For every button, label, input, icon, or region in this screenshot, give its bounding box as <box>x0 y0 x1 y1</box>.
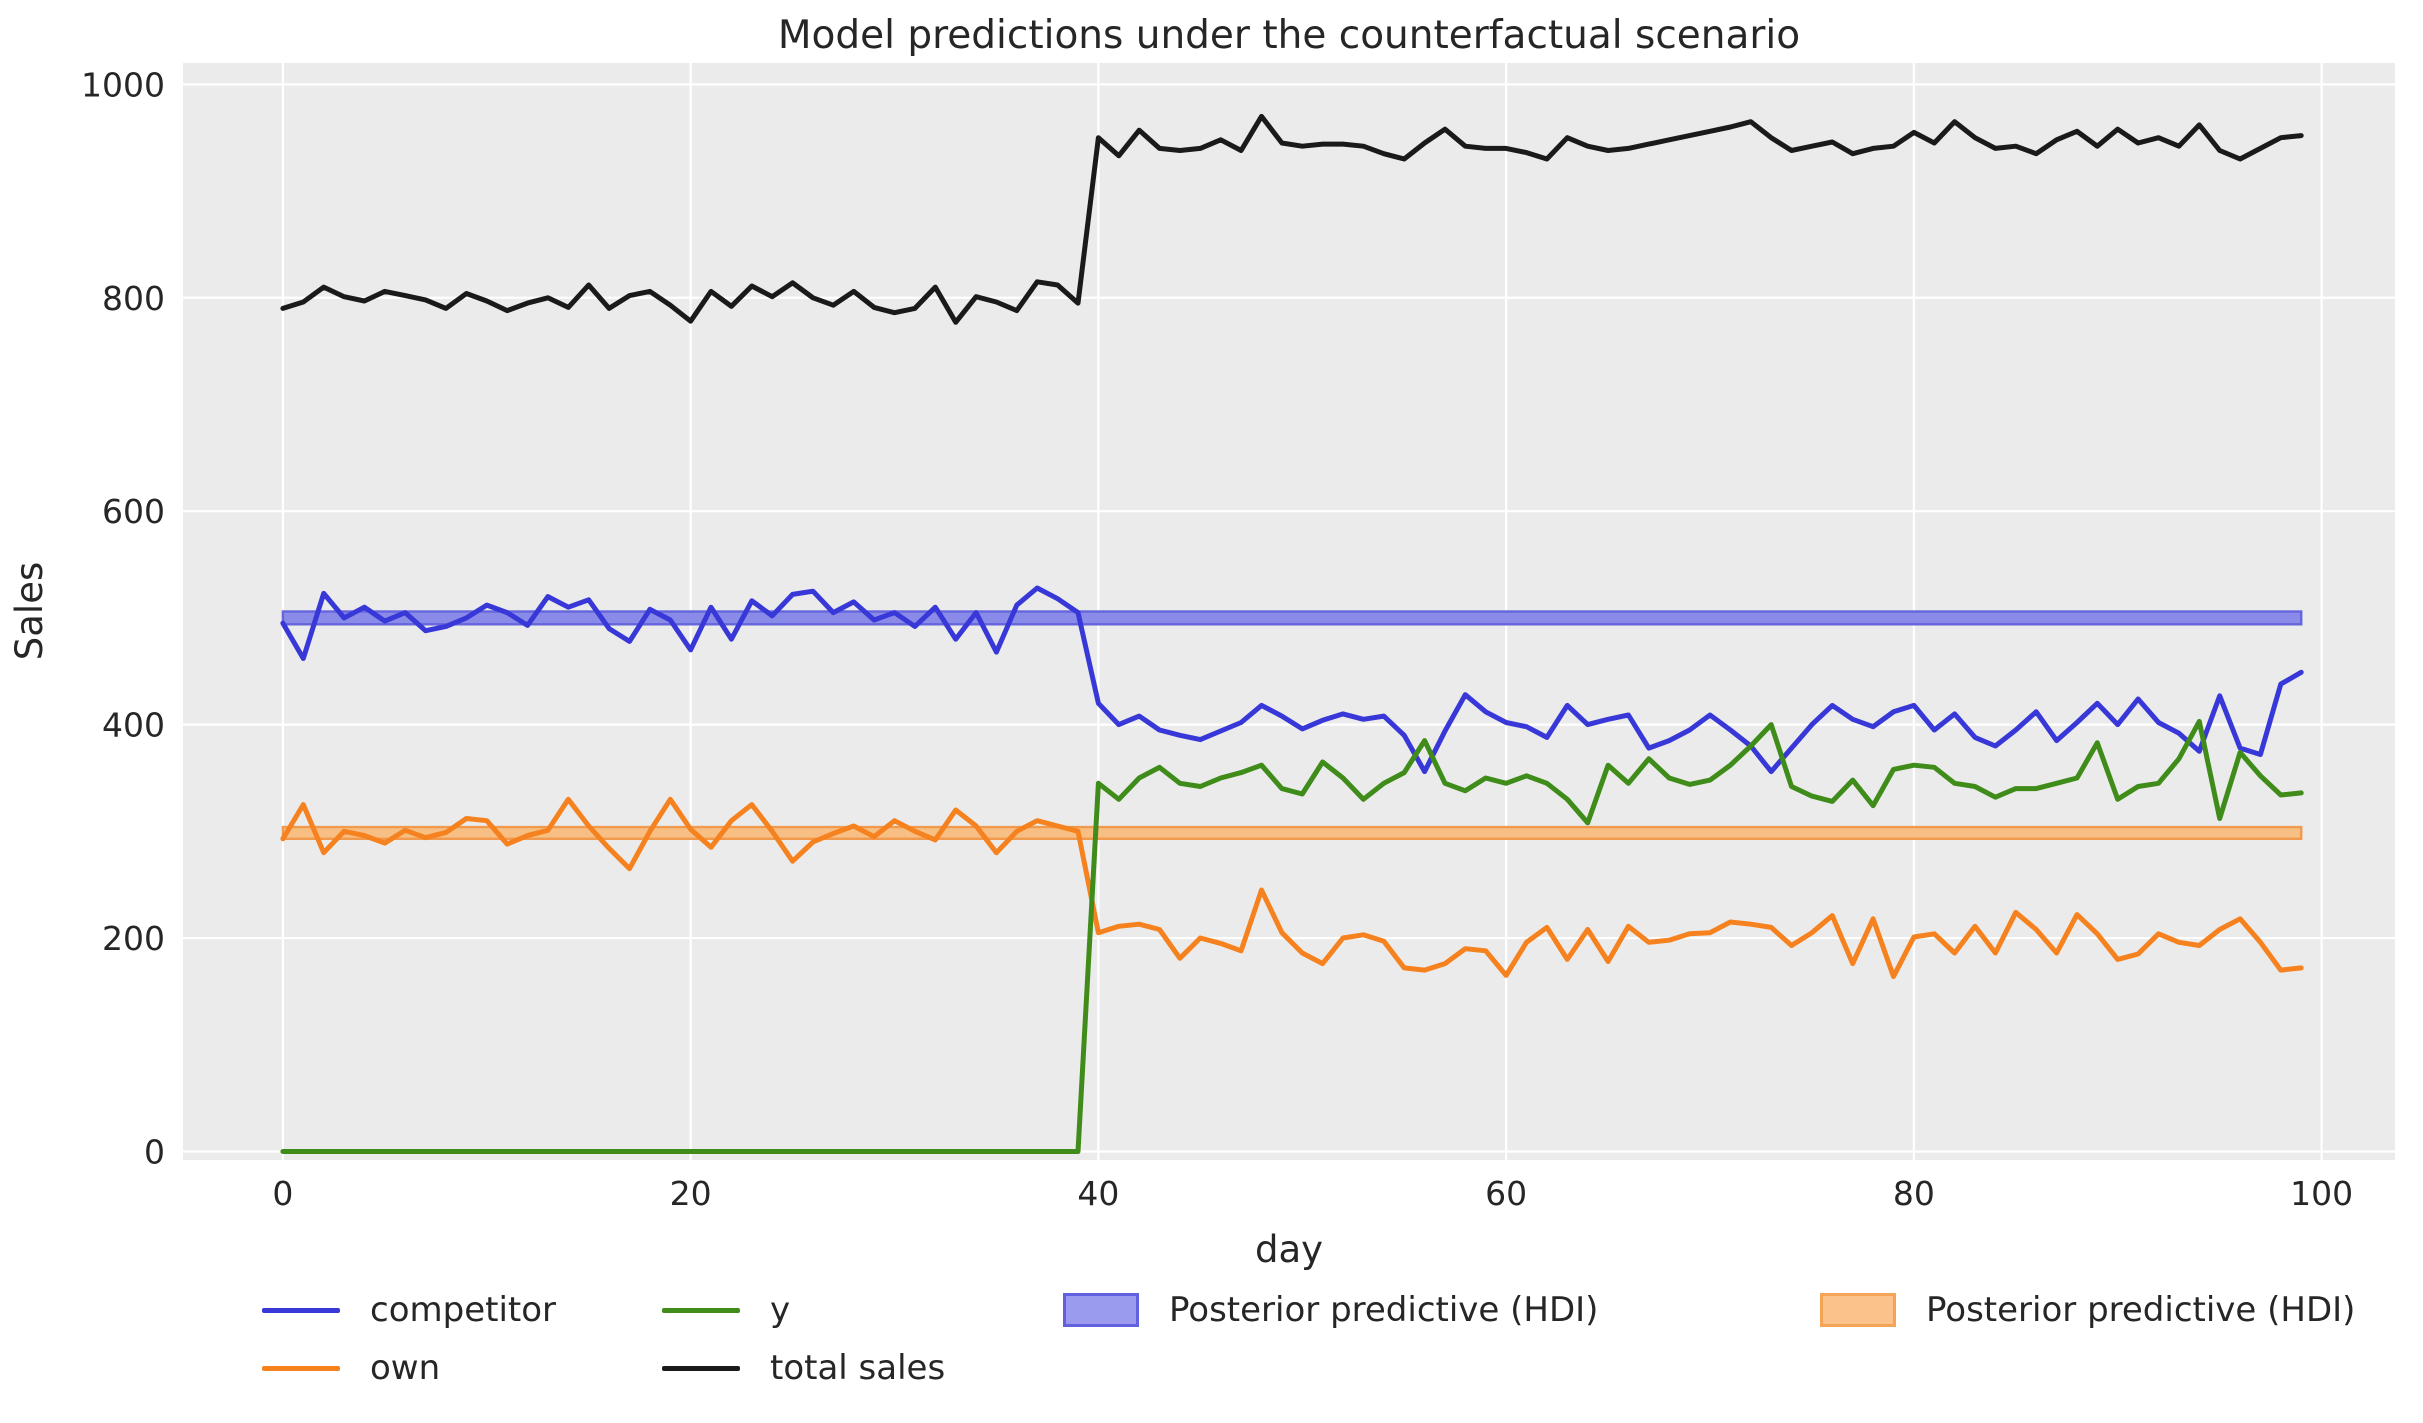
y-tick-label-800: 800 <box>102 279 165 318</box>
x-tick-label-100: 100 <box>2290 1174 2353 1213</box>
x-tick-label-60: 60 <box>1485 1174 1527 1213</box>
series-line-y <box>280 718 2304 1154</box>
y-tick-label-0: 0 <box>144 1132 165 1171</box>
x-tick-label-20: 20 <box>670 1174 712 1213</box>
x-tick-label-80: 80 <box>1893 1174 1935 1213</box>
y-tick-label-600: 600 <box>102 492 165 531</box>
y-axis-label: Sales <box>8 562 51 660</box>
plot-area: 0 200 400 600 800 1000 0 20 40 60 80 100 <box>81 63 2395 1213</box>
series-line-total-sales <box>280 113 2304 325</box>
series-line-competitor <box>280 585 2304 775</box>
y-tick-label-1000: 1000 <box>81 65 165 104</box>
series-line-own <box>280 796 2304 979</box>
x-tick-label-0: 0 <box>272 1174 293 1213</box>
hdi-band-own <box>281 825 2303 840</box>
x-tick-label-40: 40 <box>1077 1174 1119 1213</box>
x-axis-label: day <box>1255 1228 1323 1271</box>
y-tick-label-200: 200 <box>102 919 165 958</box>
chart-title: Model predictions under the counterfactu… <box>778 13 1800 58</box>
y-tick-label-400: 400 <box>102 706 165 745</box>
hdi-band-competitor <box>281 610 2303 626</box>
